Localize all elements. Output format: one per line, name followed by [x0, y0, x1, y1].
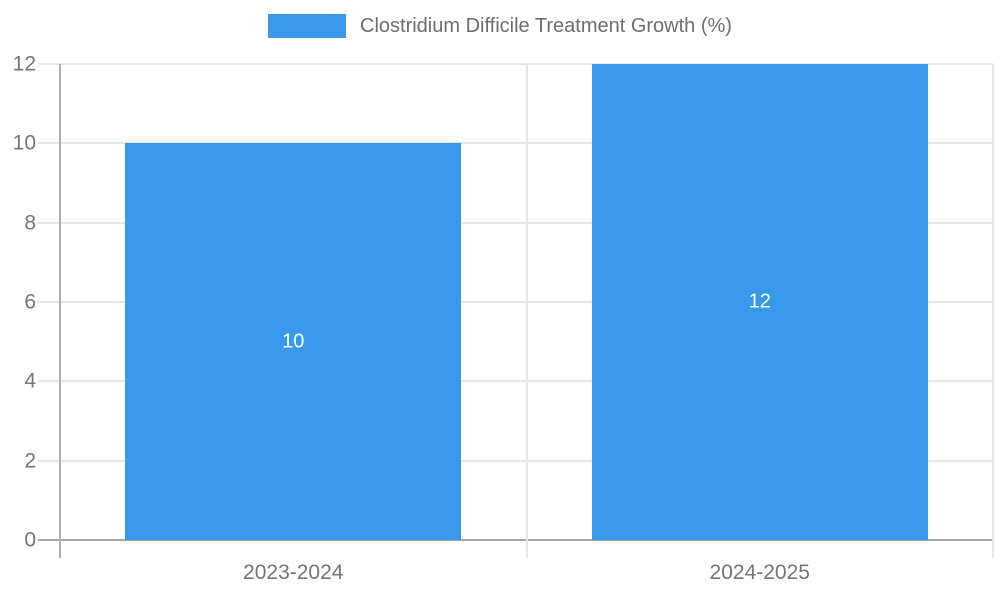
y-tick-label: 2 — [24, 449, 36, 473]
bar-2023-2024[interactable]: 10 — [125, 143, 462, 540]
category-boundary-line — [525, 64, 528, 558]
gridline — [38, 221, 993, 224]
y-axis-labels: 0 2 4 6 8 10 12 — [0, 54, 36, 551]
y-tick-label: 10 — [12, 131, 36, 155]
legend-swatch-icon — [268, 14, 347, 38]
y-tick-label: 0 — [24, 528, 36, 552]
gridline — [38, 63, 993, 65]
y-tick-label: 6 — [24, 290, 36, 314]
y-tick-label: 8 — [24, 211, 36, 235]
bar-2024-2025[interactable]: 12 — [591, 64, 928, 540]
x-tick-label: 2024-2025 — [709, 561, 810, 584]
y-tick-label: 4 — [24, 369, 36, 393]
gridline — [38, 380, 993, 383]
legend-label: Clostridium Difficile Treatment Growth (… — [360, 14, 732, 37]
category-boundary-line — [992, 64, 994, 558]
gridline — [38, 142, 993, 145]
y-axis-line — [59, 64, 61, 558]
bar-value-label: 10 — [282, 330, 305, 353]
chart-legend: Clostridium Difficile Treatment Growth (… — [0, 14, 1000, 38]
x-axis-labels: 2023-2024 2024-2025 — [60, 561, 993, 591]
y-tick-label: 12 — [12, 52, 36, 76]
bar-value-label: 12 — [748, 290, 771, 313]
gridline — [38, 459, 993, 462]
x-tick-label: 2023-2024 — [243, 561, 344, 584]
gridline — [38, 301, 993, 303]
x-axis-baseline — [38, 539, 993, 541]
plot-area: 10 12 — [38, 63, 994, 558]
